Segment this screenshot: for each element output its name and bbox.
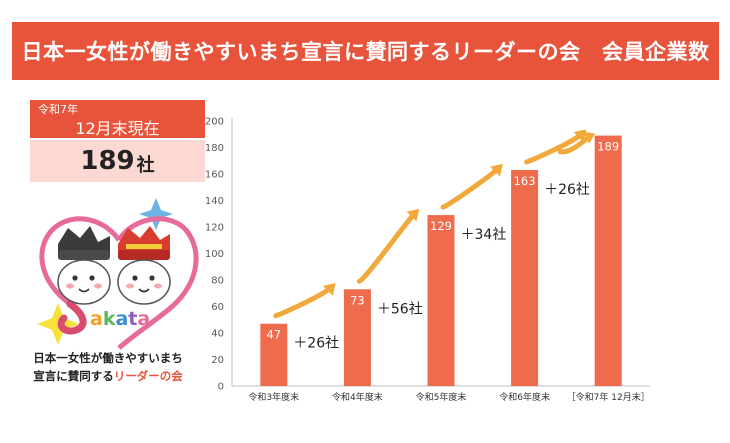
logo-line-2a: 宣言に賛同する	[33, 369, 114, 383]
bar-value-label: 163	[514, 174, 536, 188]
page-title: 日本一女性が働きやすいまち宣言に賛同するリーダーの会 会員企業数	[21, 40, 710, 64]
growth-arrow	[557, 135, 591, 155]
increment-label: ＋26社	[293, 336, 339, 352]
x-tick-label: 令和6年度末	[499, 391, 550, 403]
bar	[260, 323, 288, 386]
bar-value-label: 189	[597, 140, 619, 154]
increment-label: ＋34社	[461, 227, 507, 243]
sparkle-blue-icon	[139, 198, 173, 230]
bar	[511, 170, 539, 386]
x-tick-label: 令和3年度末	[248, 391, 299, 403]
y-tick-label: 200	[205, 117, 224, 128]
y-tick-label: 40	[211, 329, 224, 340]
bar	[343, 289, 371, 386]
y-tick-label: 0	[218, 382, 224, 393]
heart-outline	[39, 216, 199, 350]
stat-header: 令和7年 12月末現在	[30, 100, 205, 138]
wordmark-s	[57, 300, 87, 335]
stat-count-box: 189 社	[30, 140, 205, 182]
increment-label: ＋26社	[544, 182, 590, 198]
wordmark-text: akata	[90, 308, 150, 330]
logo-line-2: 宣言に賛同するリーダーの会	[20, 368, 196, 384]
growth-arrow	[440, 165, 502, 210]
bar	[594, 135, 622, 386]
x-tick-label: 令和4年度末	[332, 391, 383, 403]
member-count-chart: 0 20 40 60 80 100 120 140 160 180 200 47 令和3年度末 73 令和4…	[205, 117, 650, 403]
x-tick-label: 令和5年度末	[416, 391, 467, 403]
y-tick-label: 120	[205, 223, 224, 234]
logo-line-2b: リーダーの会	[113, 369, 183, 383]
y-tick-label: 60	[211, 302, 224, 313]
increment-label: ＋56社	[377, 301, 423, 317]
stat-era: 令和7年	[38, 103, 78, 116]
growth-arrow	[273, 284, 334, 319]
y-tick-label: 140	[205, 196, 224, 207]
y-tick-label: 20	[211, 355, 224, 366]
stat-date: 12月末現在	[75, 119, 160, 138]
y-tick-label: 80	[211, 276, 224, 287]
y-tick-label: 100	[205, 249, 224, 260]
bar-value-label: 47	[266, 328, 281, 342]
growth-arrow-head	[583, 131, 596, 144]
mascot-logo: akata	[37, 198, 199, 350]
bar-value-label: 73	[350, 293, 365, 307]
growth-arrow-head	[406, 208, 420, 222]
y-tick-label: 180	[205, 143, 224, 154]
growth-arrow-head	[490, 163, 503, 177]
y-tick-label: 160	[205, 170, 224, 181]
bar	[427, 215, 455, 386]
bar-value-label: 129	[430, 219, 452, 233]
growth-arrow	[356, 210, 418, 284]
growth-arrow-head	[322, 283, 336, 296]
x-tick-label: ［令和7年 12月末］	[567, 391, 650, 403]
stat-count: 189	[80, 146, 135, 176]
stat-unit: 社	[136, 155, 155, 176]
mascot-left-icon	[57, 226, 111, 305]
page-title-banner: 日本一女性が働きやすいまち宣言に賛同するリーダーの会 会員企業数	[12, 22, 719, 80]
logo-line-1: 日本一女性が働きやすいまち	[33, 351, 183, 365]
mascot-right-icon	[117, 226, 171, 305]
